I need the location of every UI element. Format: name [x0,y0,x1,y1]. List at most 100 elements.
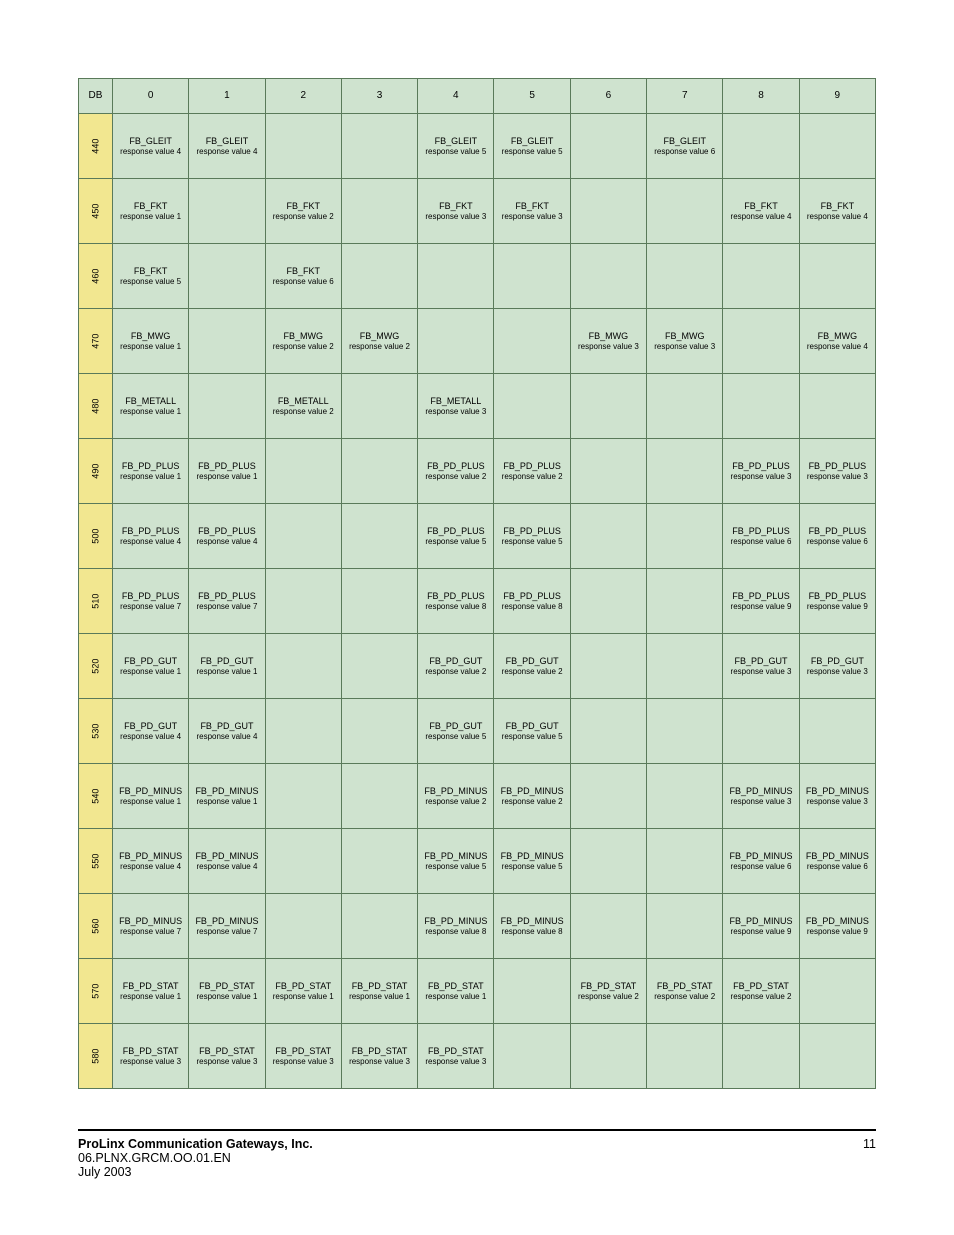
empty-cell [265,114,341,179]
cell-subtitle: response value 3 [571,342,646,351]
empty-cell [647,374,723,439]
data-cell: FB_PD_STATresponse value 3 [341,1024,417,1089]
cell-subtitle: response value 8 [494,927,569,936]
empty-cell [570,504,646,569]
table-row: 440FB_GLEITresponse value 4FB_GLEITrespo… [79,114,876,179]
cell-title: FB_PD_STAT [418,981,493,991]
empty-cell [647,504,723,569]
cell-subtitle: response value 2 [494,472,569,481]
cell-subtitle: response value 7 [189,927,264,936]
data-cell: FB_PD_STATresponse value 1 [418,959,494,1024]
row-header: 440 [79,114,113,179]
cell-subtitle: response value 1 [189,472,264,481]
data-cell: FB_FKTresponse value 3 [418,179,494,244]
cell-subtitle: response value 3 [723,472,798,481]
table-row: 550FB_PD_MINUSresponse value 4FB_PD_MINU… [79,829,876,894]
cell-subtitle: response value 3 [342,1057,417,1066]
cell-title: FB_FKT [800,201,875,211]
data-cell: FB_MWGresponse value 3 [647,309,723,374]
cell-title: FB_MWG [113,331,188,341]
col-header-4: 4 [418,79,494,114]
row-header: 470 [79,309,113,374]
cell-subtitle: response value 6 [800,862,875,871]
cell-subtitle: response value 5 [418,537,493,546]
data-cell: FB_FKTresponse value 3 [494,179,570,244]
footer-date: July 2003 [78,1165,876,1179]
table-row: 450FB_FKTresponse value 1FB_FKTresponse … [79,179,876,244]
empty-cell [494,959,570,1024]
col-header-3: 3 [341,79,417,114]
cell-title: FB_PD_GUT [113,656,188,666]
cell-title: FB_MWG [800,331,875,341]
cell-subtitle: response value 9 [800,927,875,936]
empty-cell [418,244,494,309]
data-cell: FB_PD_MINUSresponse value 2 [494,764,570,829]
empty-cell [265,894,341,959]
cell-subtitle: response value 2 [571,992,646,1001]
cell-title: FB_PD_PLUS [723,461,798,471]
cell-title: FB_PD_MINUS [418,916,493,926]
empty-cell [647,1024,723,1089]
data-cell: FB_PD_MINUSresponse value 1 [189,764,265,829]
cell-subtitle: response value 7 [113,602,188,611]
cell-title: FB_PD_GUT [189,721,264,731]
cell-subtitle: response value 2 [647,992,722,1001]
footer-page-number: 11 [863,1137,876,1151]
empty-cell [723,374,799,439]
data-cell: FB_PD_STATresponse value 2 [647,959,723,1024]
cell-subtitle: response value 5 [418,147,493,156]
cell-title: FB_PD_STAT [342,1046,417,1056]
empty-cell [647,244,723,309]
empty-cell [265,829,341,894]
cell-title: FB_PD_STAT [266,981,341,991]
data-cell: FB_PD_STATresponse value 1 [265,959,341,1024]
cell-title: FB_METALL [113,396,188,406]
cell-subtitle: response value 4 [113,147,188,156]
row-header: 510 [79,569,113,634]
data-cell: FB_PD_MINUSresponse value 4 [113,829,189,894]
cell-subtitle: response value 4 [113,732,188,741]
cell-subtitle: response value 1 [113,667,188,676]
cell-subtitle: response value 2 [266,342,341,351]
cell-title: FB_PD_PLUS [800,461,875,471]
cell-subtitle: response value 6 [266,277,341,286]
data-cell: FB_PD_STATresponse value 3 [418,1024,494,1089]
cell-title: FB_PD_PLUS [723,526,798,536]
cell-title: FB_PD_STAT [418,1046,493,1056]
empty-cell [341,179,417,244]
data-cell: FB_PD_PLUSresponse value 2 [494,439,570,504]
page-footer: ProLinx Communication Gateways, Inc. 11 … [78,1129,876,1179]
cell-subtitle: response value 5 [494,862,569,871]
cell-title: FB_GLEIT [189,136,264,146]
cell-title: FB_PD_PLUS [418,591,493,601]
data-cell: FB_PD_STATresponse value 2 [570,959,646,1024]
data-cell: FB_PD_PLUSresponse value 4 [189,504,265,569]
cell-subtitle: response value 6 [723,537,798,546]
data-cell: FB_PD_PLUSresponse value 9 [799,569,875,634]
data-cell: FB_MWGresponse value 2 [341,309,417,374]
row-header: 460 [79,244,113,309]
cell-title: FB_PD_PLUS [113,461,188,471]
footer-docref: 06.PLNX.GRCM.OO.01.EN [78,1151,876,1165]
cell-title: FB_METALL [266,396,341,406]
col-header-5: 5 [494,79,570,114]
cell-subtitle: response value 7 [113,927,188,936]
cell-title: FB_MWG [647,331,722,341]
cell-title: FB_FKT [113,266,188,276]
data-cell: FB_PD_PLUSresponse value 6 [799,504,875,569]
cell-title: FB_GLEIT [113,136,188,146]
empty-cell [265,699,341,764]
cell-subtitle: response value 1 [113,797,188,806]
table-row: 490FB_PD_PLUSresponse value 1FB_PD_PLUSr… [79,439,876,504]
data-cell: FB_PD_GUTresponse value 2 [494,634,570,699]
empty-cell [647,439,723,504]
cell-title: FB_PD_PLUS [189,461,264,471]
cell-title: FB_FKT [113,201,188,211]
data-cell: FB_PD_PLUSresponse value 7 [113,569,189,634]
empty-cell [189,309,265,374]
empty-cell [799,959,875,1024]
data-cell: FB_PD_STATresponse value 3 [189,1024,265,1089]
cell-title: FB_PD_STAT [571,981,646,991]
empty-cell [570,244,646,309]
data-cell: FB_FKTresponse value 6 [265,244,341,309]
